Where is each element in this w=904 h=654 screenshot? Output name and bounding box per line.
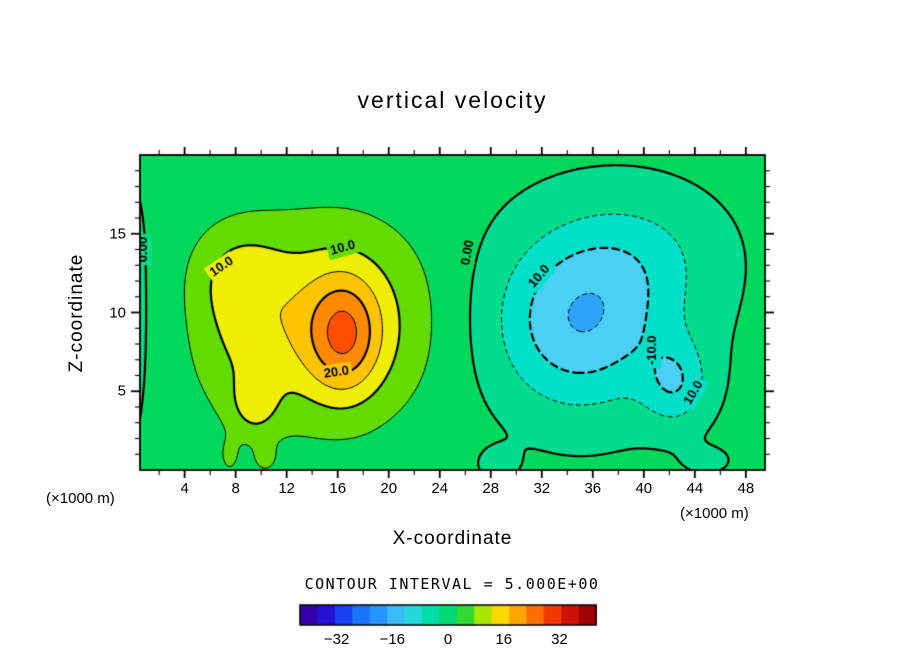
y-axis-title-container: Z-coordinate — [60, 155, 94, 470]
y-axis-title: Z-coordinate — [66, 253, 87, 372]
x-tick-label: 28 — [482, 480, 500, 497]
x-tick-label: 48 — [737, 480, 755, 497]
colorbar-tick-label: 32 — [551, 631, 568, 648]
x-axis-units-label: (×1000 m) — [680, 505, 749, 522]
x-tick-label: 4 — [180, 480, 189, 497]
y-tick-label: 10 — [109, 304, 126, 321]
x-tick-label: 40 — [635, 480, 653, 497]
x-tick-label: 8 — [231, 480, 240, 497]
chart-title: vertical velocity — [357, 87, 548, 113]
colorbar-tick-label: 0 — [443, 631, 453, 648]
colorbar-tick-label: 16 — [495, 631, 513, 648]
y-tick-label: 15 — [109, 225, 126, 243]
y-axis-units-label: (×1000 m) — [46, 490, 115, 507]
x-axis-title: X-coordinate — [392, 528, 513, 549]
contour-interval-label: CONTOUR INTERVAL = 5.000E+00 — [304, 575, 600, 593]
colorbar-tick-label: −32 — [323, 631, 350, 648]
x-tick-label: 20 — [380, 480, 398, 497]
x-tick-label: 24 — [431, 480, 449, 497]
x-tick-label: 44 — [686, 480, 704, 497]
y-tick-label: 5 — [117, 382, 126, 400]
x-tick-label: 32 — [533, 480, 551, 497]
x-tick-label: 16 — [329, 480, 347, 497]
colorbar-tick-label: −16 — [379, 631, 406, 648]
x-tick-label: 36 — [584, 480, 602, 497]
x-tick-label: 12 — [278, 480, 296, 497]
